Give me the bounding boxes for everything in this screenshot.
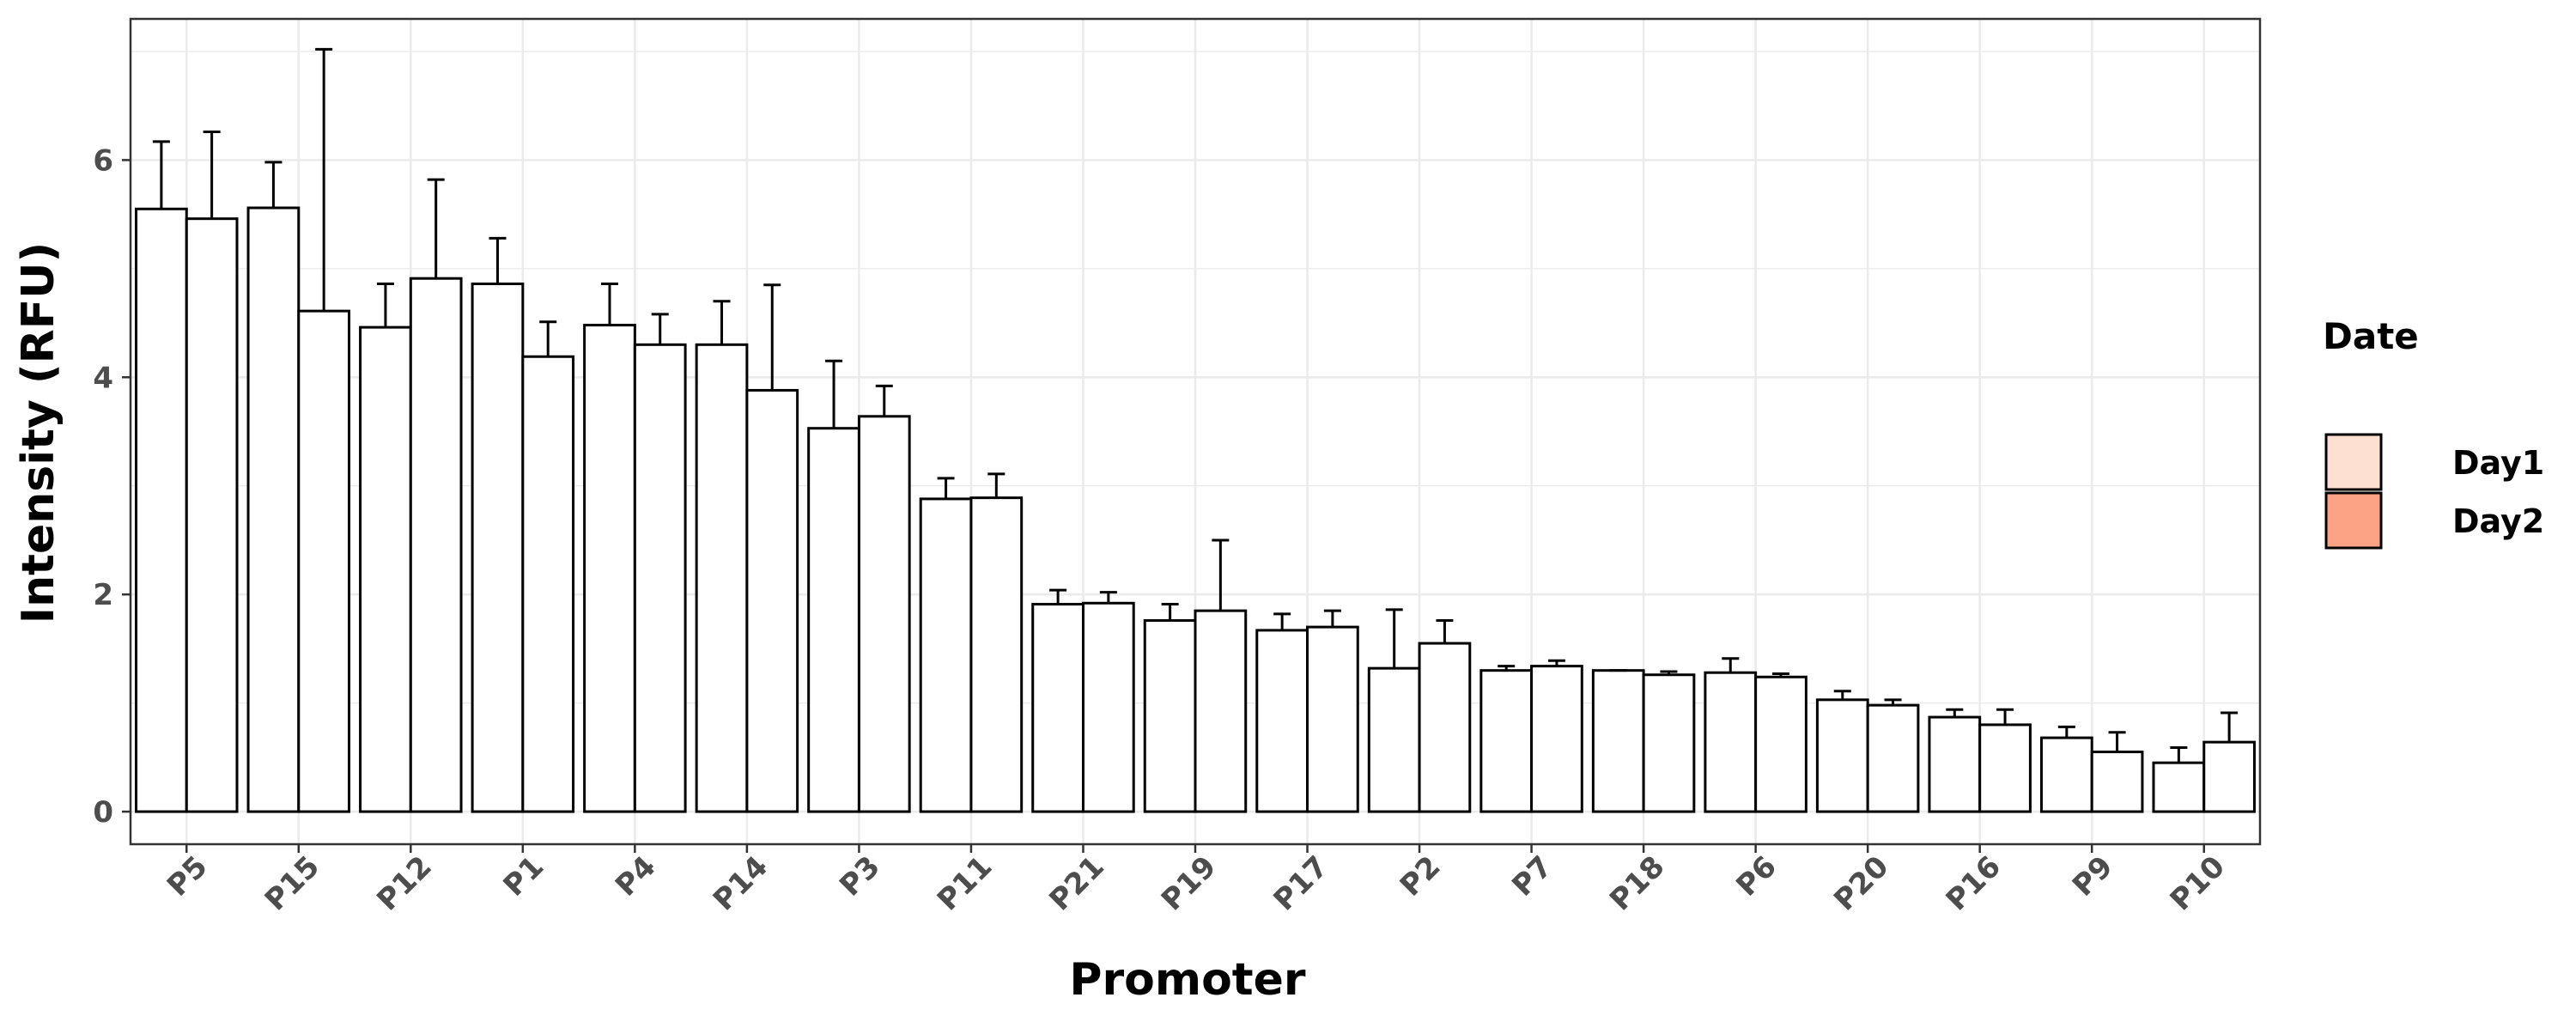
legend: Date Day1 Day2 — [2323, 315, 2544, 550]
bar-day2-p5 — [185, 217, 239, 813]
bar-day1-p19 — [1143, 619, 1197, 813]
bar-day2-p15 — [297, 309, 351, 813]
bar-day1-p18 — [1591, 669, 1645, 813]
bar-day2-p6 — [1754, 675, 1807, 813]
bar-day1-p17 — [1255, 629, 1309, 813]
bar-day2-p16 — [1978, 723, 2032, 813]
bar-day1-p5 — [135, 207, 188, 813]
x-axis-title: Promoter — [1069, 954, 1306, 1006]
legend-key-day2 — [2324, 491, 2383, 550]
bar-day2-p7 — [1530, 665, 1583, 813]
bar-day1-p6 — [1704, 671, 1758, 813]
bar-day1-p2 — [1367, 666, 1421, 813]
bar-day1-p12 — [359, 325, 412, 813]
bar-day2-p3 — [857, 415, 911, 813]
bar-day2-p9 — [2090, 751, 2144, 813]
bar-day2-p4 — [633, 343, 687, 813]
bar-day1-p15 — [246, 206, 301, 813]
bar-day2-p12 — [409, 277, 463, 813]
bar-day2-p1 — [521, 355, 575, 813]
y-tick-label: 6 — [93, 143, 113, 178]
bar-day1-p1 — [471, 283, 525, 813]
bar-day1-p14 — [695, 343, 749, 813]
legend-label-day1: Day1 — [2452, 444, 2544, 482]
bar-day1-p21 — [1031, 603, 1084, 813]
bar-day1-p16 — [1928, 715, 1982, 813]
y-tick-label: 2 — [93, 578, 113, 612]
legend-key-day1 — [2324, 433, 2383, 491]
y-tick-label: 0 — [93, 795, 113, 830]
bar-day2-p18 — [1642, 673, 1696, 813]
bar-day1-p9 — [2039, 736, 2093, 813]
legend-title: Date — [2323, 315, 2419, 357]
y-axis-title: Intensity (RFU) — [13, 242, 64, 623]
bar-day2-p14 — [745, 388, 799, 813]
y-axis-ticks: 0 2 4 6 — [93, 143, 131, 830]
error-bars — [152, 47, 2239, 763]
bar-day2-p20 — [1866, 703, 1920, 813]
bar-day1-p10 — [2152, 761, 2206, 813]
y-tick-label: 4 — [93, 361, 113, 395]
bar-day2-p17 — [1306, 625, 1359, 813]
bar-day1-p3 — [807, 427, 860, 813]
legend-label-day2: Day2 — [2452, 502, 2544, 540]
bar-day2-p19 — [1194, 609, 1248, 813]
bar-day2-p21 — [1081, 601, 1135, 813]
bar-day2-p2 — [1418, 642, 1472, 813]
bar-day1-p11 — [919, 497, 973, 813]
bar-day1-p4 — [583, 324, 636, 813]
bar-day2-p11 — [969, 496, 1024, 813]
bar-day1-p20 — [1815, 698, 1869, 813]
bar-day1-p7 — [1479, 669, 1534, 813]
bar-day2-p10 — [2202, 740, 2256, 813]
